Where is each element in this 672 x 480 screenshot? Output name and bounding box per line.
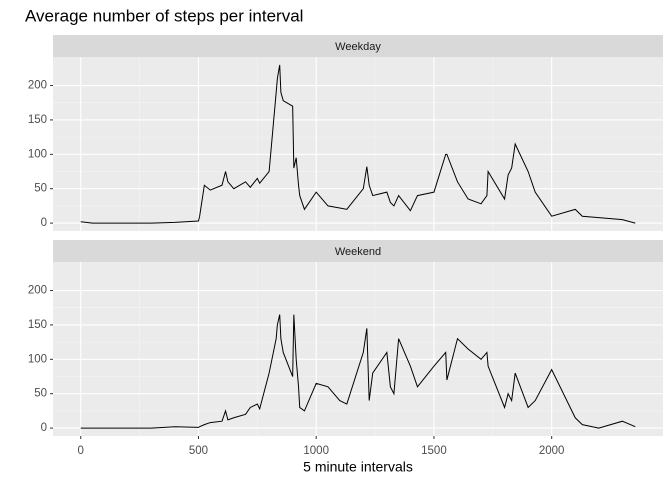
x-axis-label: 5 minute intervals (303, 459, 413, 475)
panel-background (53, 57, 663, 231)
facet-label: Weekday (335, 41, 381, 53)
x-tick-label: 500 (189, 445, 208, 457)
x-tick-label: 1000 (303, 445, 329, 457)
y-tick-label: 100 (28, 148, 47, 160)
facet-label: Weekend (335, 246, 381, 258)
x-tick-label: 0 (78, 445, 84, 457)
x-tick-label: 1500 (421, 445, 447, 457)
x-tick-label: 2000 (539, 445, 565, 457)
data-line (80, 64, 636, 224)
y-tick-label: 0 (41, 422, 47, 434)
y-tick-label: 0 (41, 217, 47, 229)
facet-strip (53, 35, 663, 57)
y-tick-label: 100 (28, 353, 47, 365)
facet-strip (53, 240, 663, 262)
y-tick-label: 200 (28, 285, 47, 297)
y-tick-label: 200 (28, 80, 47, 92)
y-tick-label: 150 (28, 114, 47, 126)
y-tick-label: 150 (28, 319, 47, 331)
y-tick-label: 50 (34, 388, 47, 400)
chart-title: Average number of steps per interval (25, 6, 303, 25)
data-line (80, 314, 636, 429)
y-tick-label: 50 (34, 183, 47, 195)
